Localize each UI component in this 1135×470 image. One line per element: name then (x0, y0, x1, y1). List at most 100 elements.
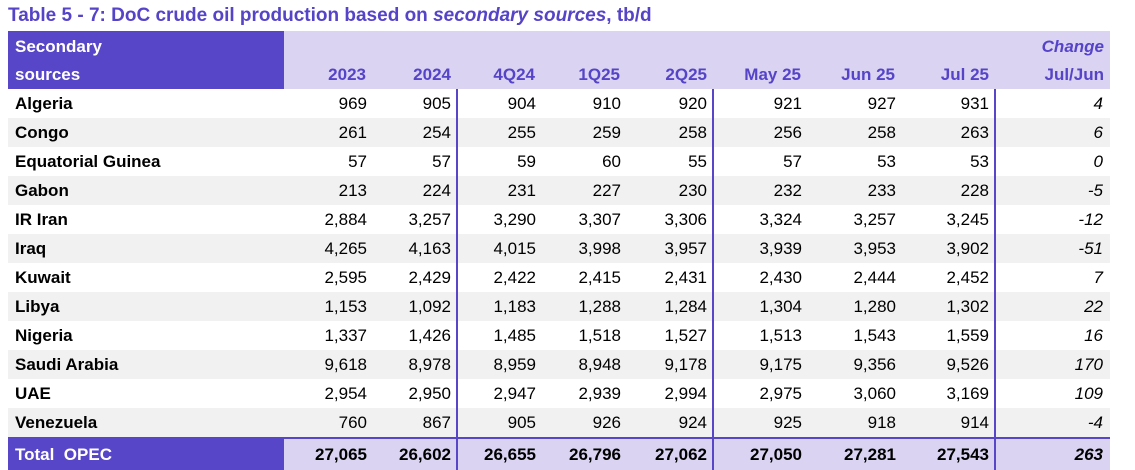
country-value: 4,015 (493, 238, 536, 258)
country-change: -4 (1087, 412, 1103, 432)
country-value: 1,527 (626, 321, 714, 350)
country-value: 3,245 (901, 205, 996, 234)
country-row: Kuwait 2,595 2,429 2,422 2,415 2,431 2,430 2,44… (8, 263, 1110, 292)
country-name: Gabon (15, 180, 69, 200)
country-value: 926 (592, 412, 621, 432)
country-value: 760 (338, 412, 367, 432)
country-value: 2,595 (324, 267, 367, 287)
country-value: 57 (372, 147, 458, 176)
country-change: -12 (1078, 209, 1103, 229)
title-prefix: Table 5 - 7: DoC crude oil production ba… (8, 5, 434, 26)
country-value: 263 (901, 118, 996, 147)
country-value: 258 (867, 122, 896, 142)
country-value: 1,426 (372, 321, 458, 350)
country-value: 9,526 (901, 350, 996, 379)
country-value: 2,415 (578, 267, 621, 287)
country-value: 2,422 (493, 267, 536, 287)
country-value: 258 (626, 118, 714, 147)
total-name: Total OPEC (8, 437, 284, 470)
country-value: 3,939 (759, 238, 802, 258)
country-value: 1,302 (901, 292, 996, 321)
country-value: 910 (592, 93, 621, 113)
header-col-jun25: Jun 25 (807, 31, 901, 89)
country-value: 918 (867, 412, 896, 432)
country-name: Algeria (15, 93, 73, 113)
header-col-change: Change Jul/Jun (995, 31, 1110, 89)
country-value: 2,884 (324, 209, 367, 229)
country-value: 1,288 (578, 296, 621, 316)
country-change: 22 (1084, 296, 1103, 316)
country-value: 233 (867, 180, 896, 200)
country-name: Iraq (15, 238, 47, 258)
title-suffix: , tb/d (606, 5, 652, 26)
country-value: 9,618 (324, 354, 367, 374)
country-row: Nigeria 1,337 1,426 1,485 1,518 1,527 1,513 1,5… (8, 321, 1110, 350)
country-value: 3,324 (759, 209, 802, 229)
country-value: 3,953 (853, 238, 896, 258)
country-value: 3,902 (901, 234, 996, 263)
country-value: 1,485 (493, 325, 536, 345)
country-value: 4,265 (324, 238, 367, 258)
country-name: Congo (15, 122, 69, 142)
header-secondary-sources: Secondary sources (8, 31, 284, 89)
country-change: 4 (1093, 93, 1103, 113)
country-row: Iraq 4,265 4,163 4,015 3,998 3,957 3,939 3,953 3… (8, 234, 1110, 263)
country-name: Saudi Arabia (15, 354, 119, 374)
country-value: 3,060 (853, 383, 896, 403)
country-value: 905 (372, 89, 458, 118)
country-value: 4,163 (372, 234, 458, 263)
header-change-line2: Jul/Jun (1044, 65, 1104, 84)
table-body: Algeria 969 905 904 910 920 921 927 931 4 Congo 261… (8, 89, 1110, 470)
country-value: 3,169 (901, 379, 996, 408)
country-change: 0 (1093, 151, 1103, 171)
country-value: 924 (626, 408, 714, 438)
country-value: 904 (507, 93, 536, 113)
country-value: 228 (901, 176, 996, 205)
country-value: 2,431 (626, 263, 714, 292)
total-value: 27,065 (284, 437, 372, 470)
header-row: Secondary sources 2023 2024 4Q24 1Q25 2Q… (8, 31, 1110, 89)
country-value: 3,257 (372, 205, 458, 234)
country-name: UAE (15, 383, 51, 403)
total-value: 27,062 (626, 437, 714, 470)
country-value: 2,430 (759, 267, 802, 287)
country-value: 55 (626, 147, 714, 176)
country-value: 2,975 (759, 383, 802, 403)
header-col-1q25: 1Q25 (541, 31, 626, 89)
country-row: Libya 1,153 1,092 1,183 1,288 1,284 1,304 1,280… (8, 292, 1110, 321)
total-value: 26,602 (372, 437, 458, 470)
header-col-2023: 2023 (284, 31, 372, 89)
country-name: IR Iran (15, 209, 68, 229)
country-value: 1,153 (324, 296, 367, 316)
country-row: UAE 2,954 2,950 2,947 2,939 2,994 2,975 3,060 3,… (8, 379, 1110, 408)
country-value: 2,939 (578, 383, 621, 403)
country-value: 8,948 (578, 354, 621, 374)
country-value: 969 (338, 93, 367, 113)
country-value: 1,559 (901, 321, 996, 350)
country-value: 867 (372, 408, 458, 438)
country-row: Venezuela 760 867 905 926 924 925 918 914 -4 (8, 408, 1110, 438)
country-name: Nigeria (15, 325, 73, 345)
header-change-line1: Change (1041, 37, 1104, 56)
country-value: 9,356 (853, 354, 896, 374)
country-value: 2,954 (324, 383, 367, 403)
country-change: 7 (1093, 267, 1103, 287)
country-value: 914 (901, 408, 996, 438)
country-value: 2,452 (901, 263, 996, 292)
country-change: 109 (1074, 383, 1103, 403)
country-value: 3,290 (493, 209, 536, 229)
country-value: 927 (867, 93, 896, 113)
country-value: 2,444 (853, 267, 896, 287)
country-value: 254 (372, 118, 458, 147)
total-value: 27,543 (901, 437, 996, 470)
total-value: 27,050 (713, 437, 807, 470)
country-value: 53 (877, 151, 896, 171)
country-value: 1,092 (372, 292, 458, 321)
country-value: 1,280 (853, 296, 896, 316)
country-value: 3,957 (626, 234, 714, 263)
header-label-line2: sources (15, 65, 81, 84)
country-value: 1,337 (324, 325, 367, 345)
country-value: 1,284 (626, 292, 714, 321)
country-row: Congo 261 254 255 259 258 256 258 263 6 (8, 118, 1110, 147)
country-value: 1,543 (853, 325, 896, 345)
